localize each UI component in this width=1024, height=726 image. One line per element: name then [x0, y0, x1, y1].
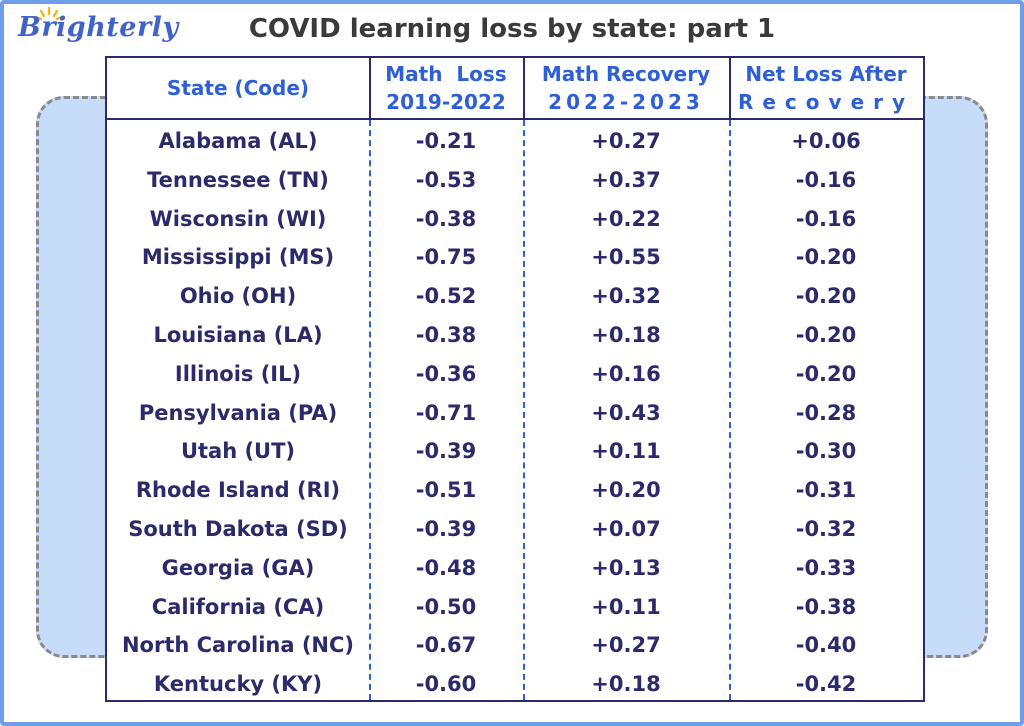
cell-net-loss: -0.28 [795, 400, 857, 425]
header-math-recovery-line2: 2022-2023 [548, 90, 704, 114]
cell-math-recovery: +0.27 [591, 633, 661, 658]
cell-state: Illinois (IL) [174, 361, 302, 386]
header-math-loss-line1: Math Loss [385, 62, 507, 86]
cell-net-loss: -0.38 [795, 594, 857, 619]
table-row: Wisconsin (WI) -0.38 +0.22 -0.16 [107, 200, 923, 239]
cell-math-recovery: +0.07 [591, 517, 661, 541]
cell-net-loss: -0.20 [795, 361, 857, 386]
header-divider [523, 58, 525, 118]
column-divider [369, 120, 371, 700]
cell-state: North Carolina (NC) [121, 633, 355, 658]
table-row: Alabama (AL) -0.21 +0.27 +0.06 [107, 122, 923, 161]
page-title: COVID learning loss by state: part 1 [248, 14, 776, 44]
header-state: State (Code) [107, 58, 369, 118]
cell-math-recovery: +0.20 [591, 478, 661, 503]
cell-math-recovery: +0.11 [591, 439, 661, 464]
table-row: Louisiana (LA) -0.38 +0.18 -0.20 [107, 316, 923, 355]
cell-math-loss: -0.50 [415, 594, 477, 619]
table-row: Ohio (OH) -0.52 +0.32 -0.20 [107, 277, 923, 316]
cell-state: South Dakota (SD) [128, 517, 348, 541]
cell-net-loss: -0.40 [795, 633, 857, 658]
cell-net-loss: -0.33 [795, 555, 857, 580]
column-divider [523, 120, 525, 700]
header-math-loss: Math Loss 2019-2022 [369, 58, 523, 118]
cell-state: California (CA) [151, 594, 325, 619]
cell-math-loss: -0.51 [415, 478, 477, 503]
cell-math-recovery: +0.16 [591, 361, 661, 386]
cell-math-loss: -0.71 [415, 400, 477, 425]
cell-net-loss: -0.20 [795, 245, 857, 270]
sun-icon [34, 6, 64, 21]
brighterly-logo: Brighterly [18, 6, 178, 54]
cell-math-loss: -0.53 [415, 167, 477, 192]
cell-state: Kentucky (KY) [153, 672, 323, 697]
cell-math-recovery: +0.13 [591, 555, 661, 580]
cell-net-loss: -0.20 [795, 323, 857, 347]
header-net-loss: Net Loss After Recovery [729, 58, 923, 118]
cell-net-loss: -0.30 [795, 439, 857, 464]
table-row: Tennessee (TN) -0.53 +0.37 -0.16 [107, 161, 923, 200]
table-row: Illinois (IL) -0.36 +0.16 -0.20 [107, 355, 923, 394]
header-math-recovery: Math Recovery 2022-2023 [523, 58, 729, 118]
table-row: Rhode Island (RI) -0.51 +0.20 -0.31 [107, 471, 923, 510]
header-math-recovery-line1: Math Recovery [541, 62, 711, 86]
cell-math-loss: -0.52 [415, 284, 477, 309]
cell-state: Ohio (OH) [179, 284, 297, 309]
table-row: Pensylvania (PA) -0.71 +0.43 -0.28 [107, 394, 923, 433]
cell-math-loss: -0.21 [415, 129, 477, 153]
cell-math-recovery: +0.37 [591, 167, 661, 192]
data-table: State (Code) Math Loss 2019-2022 Math Re… [105, 56, 925, 702]
cell-math-loss: -0.75 [415, 245, 477, 270]
cell-state: Utah (UT) [180, 439, 296, 464]
cell-math-loss: -0.39 [415, 517, 477, 541]
header-math-loss-line2: 2019-2022 [386, 90, 506, 114]
cell-math-recovery: +0.32 [591, 284, 661, 309]
table-row: North Carolina (NC) -0.67 +0.27 -0.40 [107, 626, 923, 665]
cell-net-loss: -0.20 [795, 284, 857, 309]
cell-net-loss: -0.16 [795, 206, 857, 231]
cell-net-loss: -0.16 [795, 167, 857, 192]
table-row: South Dakota (SD) -0.39 +0.07 -0.32 [107, 510, 923, 549]
header-net-loss-line1: Net Loss After [745, 62, 907, 86]
cell-math-recovery: +0.43 [591, 400, 661, 425]
table-row: Kentucky (KY) -0.60 +0.18 -0.42 [107, 665, 923, 704]
header-net-loss-line2: Recovery [737, 90, 915, 114]
cell-math-loss: -0.39 [415, 439, 477, 464]
cell-state: Rhode Island (RI) [135, 478, 341, 503]
cell-math-loss: -0.38 [415, 323, 477, 347]
table-row: Utah (UT) -0.39 +0.11 -0.30 [107, 432, 923, 471]
cell-math-recovery: +0.18 [591, 323, 661, 347]
logo-text: Brighterly [18, 12, 179, 43]
cell-net-loss: -0.42 [795, 672, 857, 697]
cell-math-recovery: +0.55 [591, 245, 661, 270]
cell-math-loss: -0.67 [415, 633, 477, 658]
cell-state: Louisiana (LA) [153, 323, 323, 347]
table-header: State (Code) Math Loss 2019-2022 Math Re… [107, 58, 923, 120]
cell-math-loss: -0.48 [415, 555, 477, 580]
cell-state: Mississippi (MS) [141, 245, 335, 270]
cell-net-loss: +0.06 [791, 129, 861, 153]
table-row: California (CA) -0.50 +0.11 -0.38 [107, 588, 923, 627]
cell-state: Pensylvania (PA) [138, 400, 338, 425]
cell-math-loss: -0.38 [415, 206, 477, 231]
cell-math-recovery: +0.22 [591, 206, 661, 231]
cell-math-recovery: +0.27 [591, 129, 661, 153]
cell-state: Alabama (AL) [158, 129, 318, 153]
table-row: Georgia (GA) -0.48 +0.13 -0.33 [107, 549, 923, 588]
cell-net-loss: -0.32 [795, 517, 857, 541]
table-row: Mississippi (MS) -0.75 +0.55 -0.20 [107, 238, 923, 277]
column-divider [729, 120, 731, 700]
cell-math-loss: -0.36 [415, 361, 477, 386]
cell-math-loss: -0.60 [415, 672, 477, 697]
cell-state: Georgia (GA) [161, 555, 315, 580]
cell-math-recovery: +0.18 [591, 672, 661, 697]
header-divider [369, 58, 371, 118]
cell-net-loss: -0.31 [795, 478, 857, 503]
cell-math-recovery: +0.11 [591, 594, 661, 619]
cell-state: Wisconsin (WI) [149, 206, 327, 231]
header-state-label: State (Code) [166, 76, 310, 100]
cell-state: Tennessee (TN) [147, 167, 329, 192]
header-divider [729, 58, 731, 118]
